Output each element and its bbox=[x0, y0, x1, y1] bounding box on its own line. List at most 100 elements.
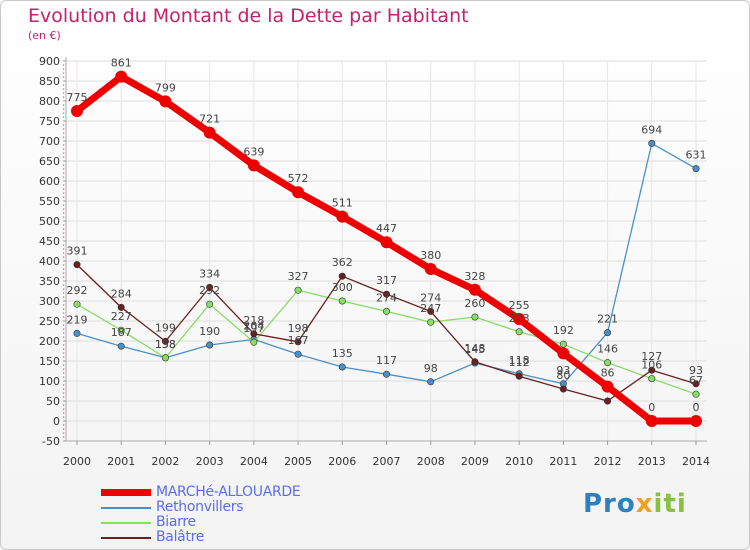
data-point bbox=[645, 415, 658, 427]
legend-label: Balâtre bbox=[156, 529, 205, 545]
data-label: 292 bbox=[67, 284, 88, 297]
y-minor-tick bbox=[63, 328, 65, 330]
y-minor-tick bbox=[63, 424, 65, 426]
y-minor-tick bbox=[63, 144, 65, 146]
y-minor-tick bbox=[63, 284, 65, 286]
legend-label: Rethonvillers bbox=[156, 499, 244, 515]
y-minor-tick bbox=[63, 352, 65, 354]
data-label: 227 bbox=[111, 310, 132, 323]
data-label: 148 bbox=[464, 342, 485, 355]
data-point bbox=[424, 263, 437, 275]
x-tick-label: 2003 bbox=[196, 455, 224, 468]
y-minor-tick bbox=[63, 104, 65, 106]
y-tick-label: 650 bbox=[39, 155, 60, 168]
data-point bbox=[692, 165, 700, 173]
data-point bbox=[294, 338, 302, 346]
data-point bbox=[206, 300, 214, 308]
data-point bbox=[250, 338, 258, 346]
y-minor-tick bbox=[63, 296, 65, 298]
data-label: 694 bbox=[641, 123, 662, 136]
data-label: 362 bbox=[332, 256, 353, 269]
x-tick-label: 2010 bbox=[505, 455, 533, 468]
data-point bbox=[604, 329, 612, 337]
data-point bbox=[557, 347, 570, 360]
y-tick-label: 850 bbox=[39, 75, 60, 88]
y-minor-tick bbox=[63, 188, 65, 190]
data-label: 0 bbox=[648, 401, 655, 414]
y-minor-tick bbox=[63, 248, 65, 250]
data-label: 391 bbox=[67, 245, 88, 258]
y-minor-tick bbox=[63, 316, 65, 318]
data-point bbox=[471, 358, 479, 366]
data-label: 146 bbox=[597, 343, 618, 356]
data-label: 197 bbox=[243, 322, 264, 335]
y-tick-label: 300 bbox=[39, 295, 60, 308]
data-label: 80 bbox=[556, 369, 570, 382]
y-tick-label: 350 bbox=[39, 275, 60, 288]
data-point bbox=[203, 126, 216, 139]
brand-logo: Proxiti bbox=[583, 489, 687, 519]
y-minor-tick bbox=[63, 364, 65, 366]
data-point bbox=[250, 330, 258, 338]
y-minor-tick bbox=[63, 432, 65, 434]
series-march-allouarde bbox=[71, 70, 702, 427]
x-tick-label: 2014 bbox=[682, 455, 710, 468]
y-minor-tick bbox=[63, 216, 65, 218]
y-minor-tick bbox=[63, 64, 65, 66]
y-tick-label: 700 bbox=[39, 135, 60, 148]
legend-swatch bbox=[101, 489, 151, 496]
data-point bbox=[692, 390, 700, 398]
y-minor-tick bbox=[63, 108, 65, 110]
y-tick-label: 550 bbox=[39, 195, 60, 208]
data-point bbox=[73, 261, 81, 269]
data-point bbox=[73, 300, 81, 308]
data-label: 861 bbox=[111, 57, 132, 70]
data-label: 167 bbox=[288, 334, 309, 347]
y-minor-tick bbox=[63, 212, 65, 214]
data-point bbox=[294, 286, 302, 294]
y-minor-tick bbox=[63, 208, 65, 210]
data-point bbox=[515, 328, 523, 336]
y-minor-tick bbox=[63, 356, 65, 358]
data-label: 112 bbox=[509, 356, 530, 369]
y-minor-tick bbox=[63, 312, 65, 314]
y-minor-tick bbox=[63, 72, 65, 74]
data-label: 127 bbox=[641, 350, 662, 363]
y-tick-label: 0 bbox=[53, 415, 60, 428]
data-label: 380 bbox=[420, 249, 441, 262]
data-point bbox=[471, 313, 479, 321]
data-point bbox=[382, 370, 390, 378]
legend-swatch bbox=[101, 507, 151, 509]
data-point bbox=[73, 329, 81, 337]
y-minor-tick bbox=[63, 96, 65, 98]
y-minor-tick bbox=[63, 68, 65, 70]
x-tick-label: 2008 bbox=[417, 455, 445, 468]
y-minor-tick bbox=[63, 76, 65, 78]
data-label: 447 bbox=[376, 222, 397, 235]
data-point bbox=[159, 95, 172, 108]
y-minor-tick bbox=[63, 236, 65, 238]
y-minor-tick bbox=[63, 344, 65, 346]
y-minor-tick bbox=[63, 436, 65, 438]
data-label: 260 bbox=[464, 297, 485, 310]
data-point bbox=[336, 210, 349, 223]
y-minor-tick bbox=[63, 136, 65, 138]
y-tick-label: 500 bbox=[39, 215, 60, 228]
data-label: 86 bbox=[601, 367, 615, 380]
chart-title: Evolution du Montant de la Dette par Hab… bbox=[28, 5, 469, 27]
y-tick-label: 450 bbox=[39, 235, 60, 248]
y-minor-tick bbox=[63, 152, 65, 154]
data-label: 187 bbox=[111, 326, 132, 339]
data-point bbox=[115, 70, 128, 83]
y-minor-tick bbox=[63, 156, 65, 158]
y-minor-tick bbox=[63, 408, 65, 410]
y-minor-tick bbox=[63, 196, 65, 198]
data-point bbox=[515, 372, 523, 380]
y-minor-tick bbox=[63, 232, 65, 234]
y-tick-label: 600 bbox=[39, 175, 60, 188]
data-label: 334 bbox=[199, 267, 220, 280]
data-label: 199 bbox=[155, 321, 176, 334]
data-point bbox=[380, 236, 393, 249]
y-minor-tick bbox=[63, 384, 65, 386]
y-minor-tick bbox=[63, 392, 65, 394]
